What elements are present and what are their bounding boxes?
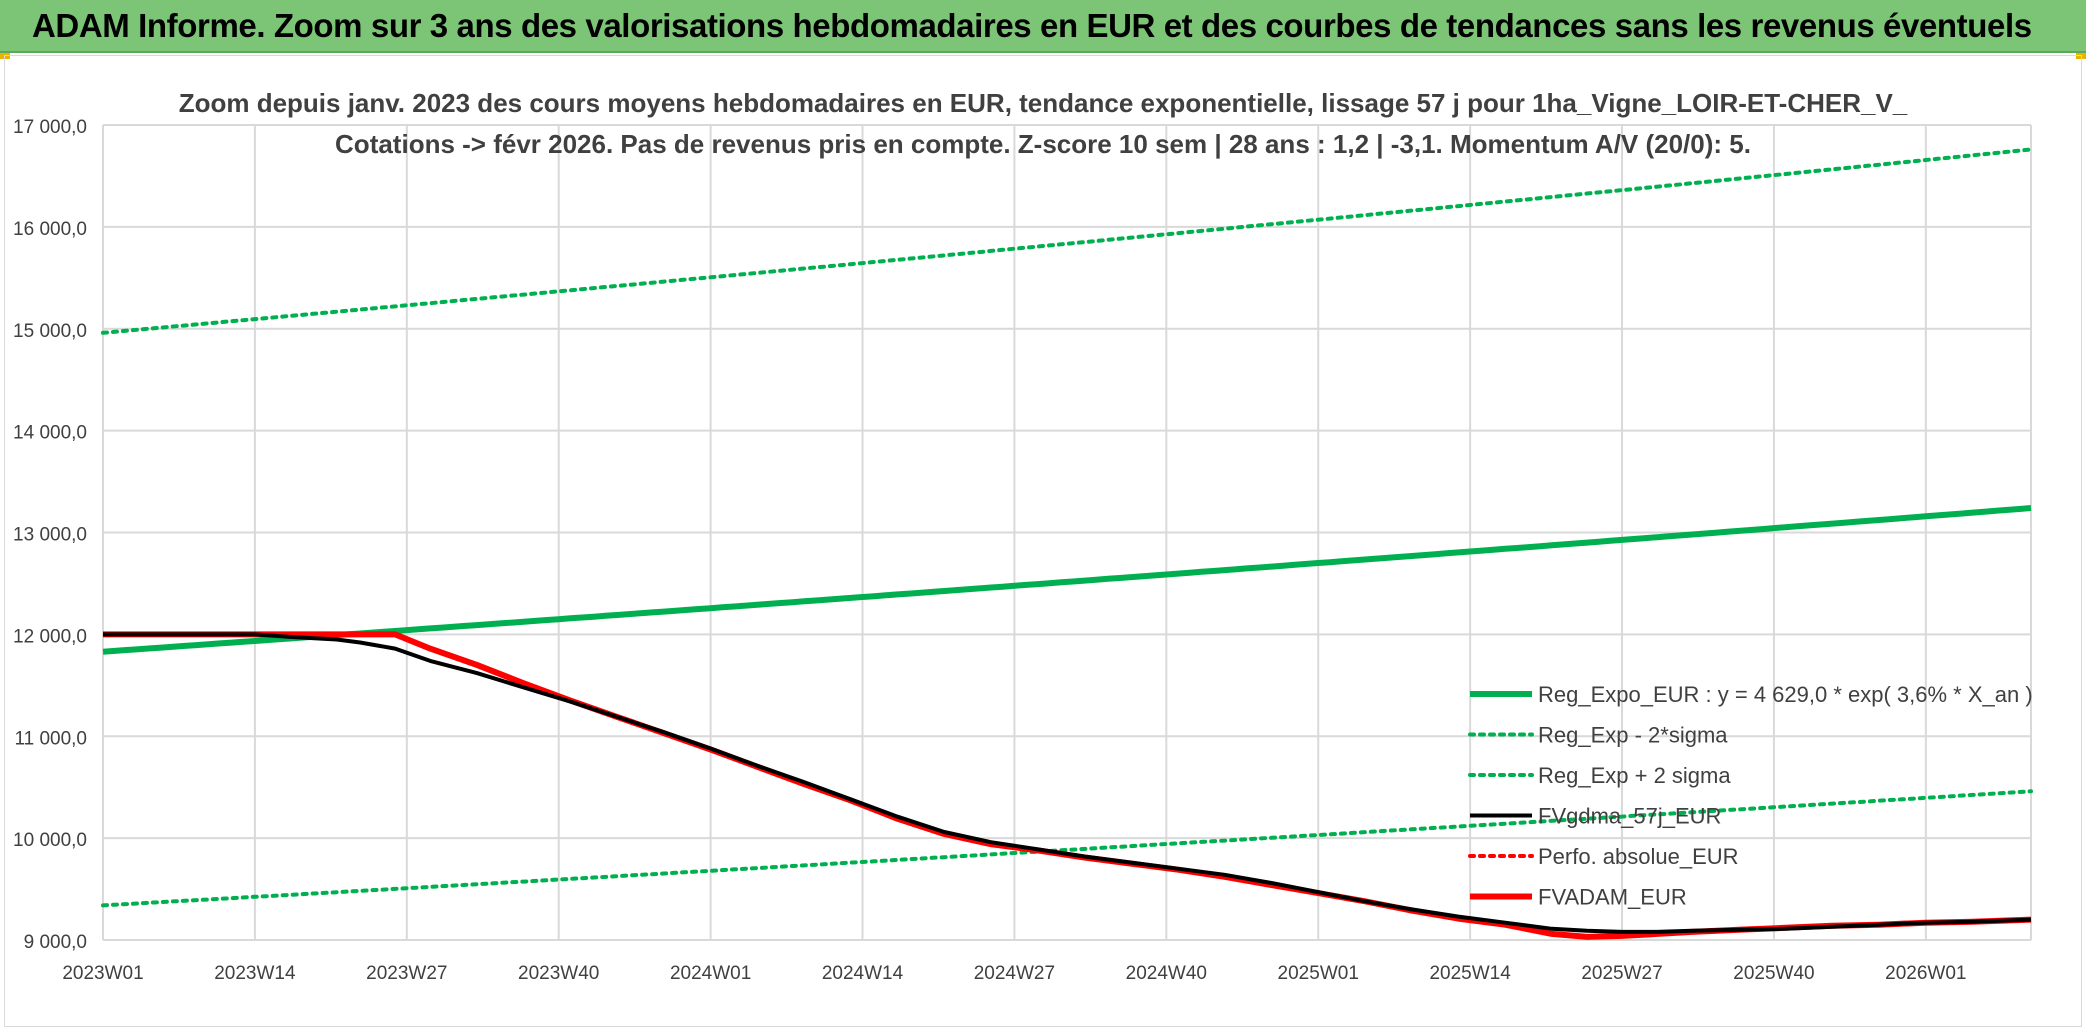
legend-label: FVgdma_57j_EUR xyxy=(1538,804,1721,829)
y-tick-label: 14 000,0 xyxy=(13,423,87,444)
x-tick-label: 2025W27 xyxy=(1581,963,1662,984)
y-tick-label: 15 000,0 xyxy=(13,321,87,342)
y-tick-label: 16 000,0 xyxy=(13,219,87,240)
report-banner: ADAM Informe. Zoom sur 3 ans des valoris… xyxy=(0,0,2086,53)
series-line-5 xyxy=(103,631,2032,940)
y-tick-label: 17 000,0 xyxy=(13,117,87,138)
x-tick-label: 2026W01 xyxy=(1885,963,1966,984)
chart-frame xyxy=(4,55,2082,1027)
legend-label: Reg_Expo_EUR : y = 4 629,0 * exp( 3,6% *… xyxy=(1538,682,2033,707)
series-line-3 xyxy=(103,632,2032,934)
corner-marker-left xyxy=(0,53,10,59)
y-tick-label: 12 000,0 xyxy=(13,626,87,647)
y-tick-label: 9 000,0 xyxy=(24,932,87,953)
legend-label: Reg_Exp + 2 sigma xyxy=(1538,763,1731,788)
y-tick-label: 13 000,0 xyxy=(13,525,87,546)
x-tick-label: 2024W40 xyxy=(1126,963,1207,984)
series-line-2 xyxy=(101,147,2033,335)
x-tick-label: 2025W14 xyxy=(1429,963,1511,984)
chart-title: Zoom depuis janv. 2023 des cours moyens … xyxy=(179,88,1908,118)
x-tick-label: 2023W40 xyxy=(518,963,599,984)
x-tick-label: 2025W40 xyxy=(1733,963,1814,984)
y-tick-label: 11 000,0 xyxy=(14,728,87,749)
y-tick-label: 10 000,0 xyxy=(13,830,87,851)
chart-subtitle: Cotations -> févr 2026. Pas de revenus p… xyxy=(335,129,1751,159)
chart-legend: Reg_Expo_EUR : y = 4 629,0 * exp( 3,6% *… xyxy=(1468,682,2033,910)
x-axis-tick-labels: 2023W01 2023W14 2023W27 2023W40 2024W01 2024W… xyxy=(62,963,1966,984)
x-tick-label: 2024W14 xyxy=(822,963,904,984)
legend-label: Reg_Exp - 2*sigma xyxy=(1538,723,1728,748)
report-title: ADAM Informe. Zoom sur 3 ans des valoris… xyxy=(32,7,2032,44)
grid-lines xyxy=(102,124,2032,941)
x-tick-label: 2023W27 xyxy=(366,963,447,984)
x-tick-label: 2025W01 xyxy=(1278,963,1359,984)
legend-label: FVADAM_EUR xyxy=(1538,885,1687,910)
x-tick-label: 2023W14 xyxy=(214,963,296,984)
series-lines xyxy=(101,147,2033,940)
x-tick-label: 2023W01 xyxy=(62,963,143,984)
series-line-0 xyxy=(102,505,2032,655)
y-axis-tick-labels: 9 000,0 10 000,0 11 000,0 12 000,0 13 000,0 1… xyxy=(13,117,87,953)
series-line-1 xyxy=(101,789,2033,908)
x-tick-label: 2024W01 xyxy=(670,963,751,984)
x-tick-label: 2024W27 xyxy=(974,963,1055,984)
legend-label: Perfo. absolue_EUR xyxy=(1538,844,1739,869)
